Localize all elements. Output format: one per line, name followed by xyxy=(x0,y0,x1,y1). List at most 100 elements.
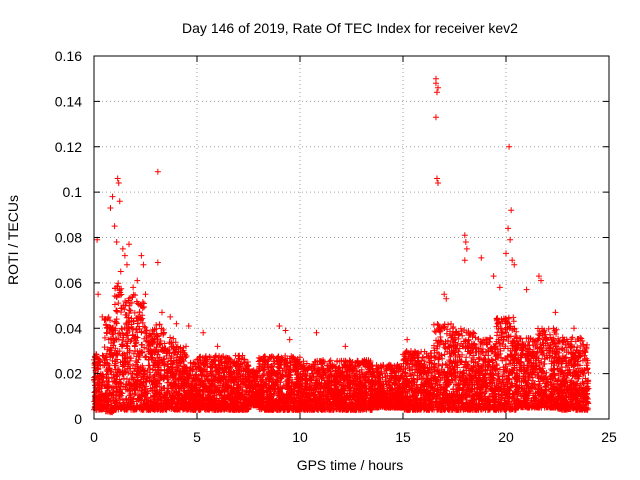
data-point xyxy=(150,400,157,407)
data-point xyxy=(108,392,115,399)
data-point xyxy=(115,381,122,388)
data-point xyxy=(126,307,133,314)
data-point xyxy=(91,382,98,389)
data-point xyxy=(144,406,151,413)
data-point xyxy=(139,387,146,394)
data-point xyxy=(95,386,102,393)
data-point xyxy=(160,329,167,336)
data-point xyxy=(113,349,120,356)
data-point xyxy=(137,317,144,324)
data-point xyxy=(128,299,135,306)
data-point xyxy=(147,377,154,384)
data-point xyxy=(140,300,147,307)
data-point xyxy=(109,327,116,334)
data-point xyxy=(122,369,129,376)
data-point xyxy=(154,359,161,366)
data-point xyxy=(122,406,129,413)
data-point xyxy=(126,347,133,354)
data-point xyxy=(101,362,108,369)
data-point xyxy=(115,280,122,287)
data-point xyxy=(123,376,130,383)
data-point xyxy=(138,376,145,383)
data-point xyxy=(136,392,143,399)
data-point xyxy=(119,397,126,404)
data-point xyxy=(112,327,119,334)
data-point xyxy=(112,345,119,352)
data-point xyxy=(156,341,163,348)
data-point xyxy=(106,365,113,372)
data-point xyxy=(113,372,120,379)
data-point xyxy=(154,406,161,413)
data-point xyxy=(159,360,166,367)
data-point xyxy=(146,369,153,376)
data-point xyxy=(135,368,142,375)
data-point xyxy=(138,341,145,348)
data-point xyxy=(127,391,134,398)
data-point xyxy=(158,383,165,390)
data-point xyxy=(103,329,110,336)
data-point xyxy=(159,346,166,353)
data-point xyxy=(139,405,146,412)
data-point xyxy=(133,403,140,410)
data-point xyxy=(149,354,156,361)
data-point xyxy=(157,366,164,373)
data-point xyxy=(101,392,108,399)
data-point xyxy=(118,389,125,396)
data-point xyxy=(117,359,124,366)
data-point xyxy=(154,388,161,395)
data-point xyxy=(126,365,133,372)
data-point xyxy=(142,324,149,331)
data-point xyxy=(92,403,99,410)
data-point xyxy=(129,362,136,369)
data-point xyxy=(115,300,122,307)
data-point xyxy=(122,359,129,366)
data-point xyxy=(118,341,125,348)
data-point xyxy=(94,381,101,388)
data-point xyxy=(112,404,119,411)
data-point xyxy=(135,323,142,330)
data-point xyxy=(103,371,110,378)
data-point xyxy=(149,381,156,388)
data-point xyxy=(104,396,111,403)
data-point xyxy=(139,305,146,312)
data-point xyxy=(112,335,119,342)
data-point xyxy=(137,314,144,321)
data-point xyxy=(108,405,115,412)
data-point xyxy=(95,365,102,372)
data-point xyxy=(333,358,340,365)
data-point xyxy=(126,318,133,325)
data-point xyxy=(146,330,153,337)
data-point xyxy=(105,401,112,408)
data-point xyxy=(154,333,161,340)
data-point xyxy=(153,325,160,332)
data-point xyxy=(132,390,139,397)
data-point xyxy=(116,286,123,293)
data-point xyxy=(112,379,119,386)
data-point xyxy=(142,383,149,390)
data-point xyxy=(101,334,108,341)
data-point xyxy=(104,315,111,322)
data-point xyxy=(136,396,143,403)
data-point xyxy=(118,309,125,316)
data-point xyxy=(112,366,119,373)
data-point xyxy=(147,385,154,392)
data-point xyxy=(113,384,120,391)
data-point xyxy=(134,329,141,336)
data-point xyxy=(106,350,113,357)
data-point xyxy=(120,375,127,382)
data-point xyxy=(125,324,132,331)
data-point xyxy=(125,314,132,321)
data-point xyxy=(153,344,160,351)
data-point xyxy=(114,308,121,315)
data-point xyxy=(146,362,153,369)
data-point xyxy=(125,401,132,408)
data-point xyxy=(134,320,141,327)
data-point xyxy=(157,376,164,383)
data-point xyxy=(149,366,156,373)
data-point xyxy=(149,401,156,408)
data-point xyxy=(103,322,110,329)
data-point xyxy=(105,375,112,382)
data-point xyxy=(149,336,156,343)
data-point xyxy=(157,337,164,344)
data-point xyxy=(143,399,150,406)
